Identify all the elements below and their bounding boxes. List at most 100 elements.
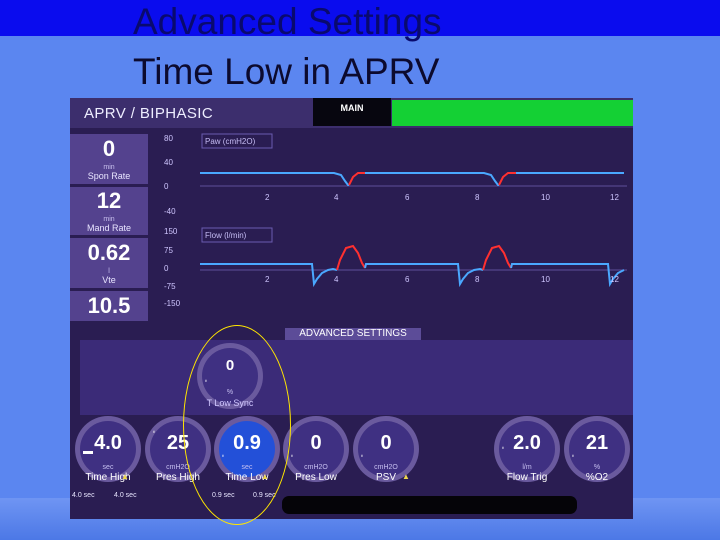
flow-trace-blue [200, 263, 338, 288]
paw-x-tick: 4 [334, 193, 339, 202]
slide-title-line1: Advanced Settings [133, 1, 442, 42]
flow-trig-caption: l/m Flow Trig [493, 464, 561, 484]
flow-x-tick: 12 [610, 275, 619, 284]
knob-face [358, 421, 414, 477]
paw-y-tick: 40 [164, 158, 173, 167]
paw-trace-blue [365, 172, 499, 186]
time-high-value: 4.0 [94, 432, 122, 454]
monitor-mand-rate: 12 min Mand Rate [70, 187, 148, 235]
flow-trace-blue [510, 263, 625, 288]
pres-low-value: 0 [310, 432, 322, 454]
monitor-label: Mand Rate [86, 223, 132, 233]
paw-x-tick: 10 [541, 193, 550, 202]
warning-triangle-icon: ▲ [402, 472, 410, 481]
pres-high-caption: cmH2O Pres High [144, 464, 212, 484]
paw-label: Paw (cmH2O) [205, 137, 256, 146]
flow-label-box [201, 227, 273, 243]
time-high-knob[interactable]: ▬ 4.0 [75, 416, 141, 482]
paw-y-tick: 80 [164, 134, 173, 143]
pres-low-knob[interactable]: ʹ 0 [283, 416, 349, 482]
monitor-spon-rate: 0 min Spon Rate [70, 134, 148, 184]
monitor-value: 0.62 [87, 240, 131, 265]
highlight-ellipse [183, 325, 291, 525]
main-tab[interactable]: MAIN [313, 98, 391, 126]
flow-x-tick: 8 [475, 275, 480, 284]
advanced-settings-panel [80, 340, 633, 415]
paw-x-tick: 8 [475, 193, 480, 202]
mode-label: APRV / BIPHASIC [84, 105, 214, 122]
paw-x-tick: 2 [265, 193, 270, 202]
paw-x-tick: 12 [610, 193, 619, 202]
monitor-value: 0 [102, 136, 116, 161]
dial-tick-icon: ʹ [361, 454, 363, 465]
o2-knob[interactable]: ʹ 21 [564, 416, 630, 482]
flow-y-tick: 75 [164, 246, 173, 255]
dial-tick-icon: ▬ [83, 446, 93, 457]
knob-face [80, 421, 136, 477]
psv-unit: cmH2O [374, 464, 398, 471]
flow-y-tick: 150 [164, 227, 178, 236]
monitor-label: Vte [102, 275, 116, 285]
dial-tick-icon: ʹ [572, 454, 574, 465]
flow-x-tick: 2 [265, 275, 270, 284]
monitor-value: 10.5 [87, 293, 131, 318]
knob-face [499, 421, 555, 477]
flow-x-tick: 4 [334, 275, 339, 284]
flow-y-tick: -75 [164, 282, 176, 291]
paw-trace-red [498, 172, 516, 186]
flow-trig-label: Flow Trig [506, 472, 548, 483]
o2-unit: % [593, 464, 601, 471]
flow-y-tick: -150 [164, 299, 181, 308]
psv-value: 0 [380, 432, 392, 454]
monitor-value: 12 [96, 188, 122, 213]
slide-top-bar [0, 0, 720, 36]
monitor-unit: min [103, 164, 115, 171]
flow-label: Flow (l/min) [205, 231, 247, 240]
pres-high-unit: cmH2O [166, 464, 190, 471]
paw-trace-red [348, 172, 365, 186]
time-high-label: Time High [85, 472, 131, 483]
paw-label-box [201, 133, 273, 149]
monitor-vte: 0.62 l Vte [70, 238, 148, 288]
dial-tick-icon: ʹ [153, 430, 155, 441]
monitor-label: Spon Rate [87, 171, 131, 181]
flow-x-tick: 6 [405, 275, 410, 284]
paw-y-tick: 0 [164, 182, 169, 191]
time-high-range-low: 4.0 sec [72, 492, 95, 499]
monitor-fourth: 10.5 [70, 291, 148, 321]
time-high-unit: sec [102, 464, 114, 471]
waveform-graphs: 80 40 0 -40 Paw (cmH2O) 2 4 6 8 10 12 15… [164, 133, 627, 308]
ventilator-screen: APRV / BIPHASIC MAIN 0 min Spon Rate 12 … [70, 98, 633, 519]
pres-low-caption: cmH2O Pres Low [282, 464, 350, 484]
pres-low-label: Pres Low [295, 472, 337, 483]
pres-low-unit: cmH2O [304, 464, 328, 471]
o2-caption: % %O2 [563, 464, 631, 484]
advanced-settings-title: ADVANCED SETTINGS [285, 328, 421, 340]
paw-trace-blue [200, 172, 349, 186]
psv-label: PSV [375, 472, 396, 483]
screen-header: APRV / BIPHASIC MAIN [70, 98, 633, 128]
flow-trace-blue [364, 263, 484, 288]
slide-title-line2: Time Low in APRV [133, 51, 440, 92]
o2-label: %O2 [585, 472, 609, 483]
paw-y-tick: -40 [164, 207, 176, 216]
flow-trace-red [336, 244, 366, 271]
o2-value: 21 [585, 432, 609, 454]
message-bar [282, 496, 577, 514]
psv-caption: cmH2O PSV [352, 464, 420, 484]
psv-knob[interactable]: ʹ 0 [353, 416, 419, 482]
paw-x-tick: 6 [405, 193, 410, 202]
dial-tick-icon: ʹ [502, 446, 504, 457]
monitor-unit: l [108, 268, 110, 275]
flow-trig-knob[interactable]: ʹ 2.0 [494, 416, 560, 482]
flow-trig-unit: l/m [522, 464, 532, 471]
monitor-unit: min [103, 216, 115, 223]
knob-face [288, 421, 344, 477]
dial-tick-icon: ʹ [291, 454, 293, 465]
status-bar [392, 100, 633, 126]
flow-trig-value: 2.0 [513, 432, 541, 454]
flow-trace-red [482, 244, 512, 271]
flow-x-tick: 10 [541, 275, 550, 284]
time-high-range-high: 4.0 sec [114, 492, 137, 499]
knob-face [569, 421, 625, 477]
